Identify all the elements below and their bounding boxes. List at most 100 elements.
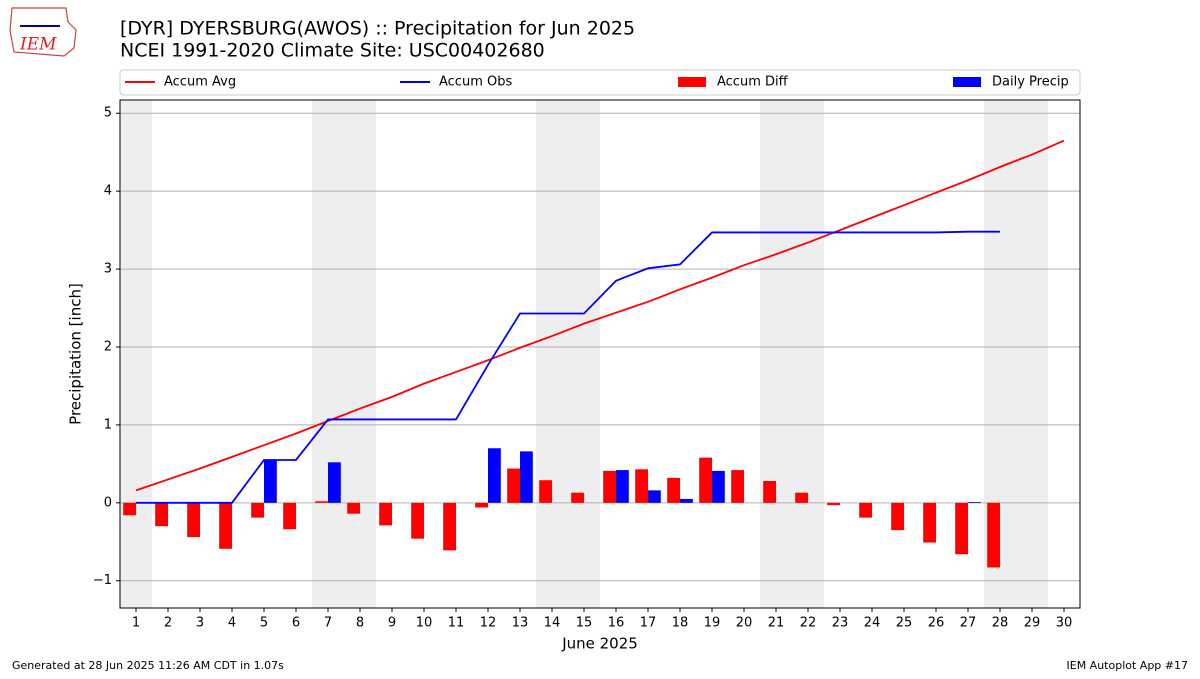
bar: [635, 469, 648, 503]
x-tick-label: 27: [960, 616, 977, 631]
legend-label: Daily Precip: [992, 75, 1069, 90]
x-tick-label: 9: [388, 616, 396, 631]
x-axis-label: June 2025: [561, 635, 638, 653]
x-tick-label: 3: [196, 616, 204, 631]
x-tick-label: 29: [1024, 616, 1041, 631]
weekend-shade: [344, 100, 376, 608]
x-tick-label: 13: [512, 616, 529, 631]
x-tick-label: 15: [576, 616, 593, 631]
x-tick-label: 24: [864, 616, 881, 631]
weekend-shade: [120, 100, 152, 608]
y-tick-label: 3: [104, 262, 112, 277]
x-tick-label: 1: [132, 616, 140, 631]
bar: [923, 502, 936, 543]
x-tick-label: 21: [768, 616, 785, 631]
y-tick-label: 5: [104, 106, 112, 121]
logo-text: IEM: [19, 35, 57, 55]
legend-swatch: [678, 77, 706, 87]
weekend-shade: [760, 100, 792, 608]
x-tick-label: 8: [356, 616, 364, 631]
line: [135, 139, 1065, 492]
logo: IEM: [9, 7, 77, 57]
bar: [827, 502, 840, 506]
bar: [648, 490, 661, 503]
bar: [520, 451, 533, 503]
bar: [283, 502, 296, 530]
bar: [539, 480, 552, 503]
y-tick-label: 4: [104, 184, 112, 199]
x-tick-label: 16: [608, 616, 625, 631]
x-tick-label: 28: [992, 616, 1009, 631]
weekend-shade: [312, 100, 344, 608]
bar: [379, 502, 392, 526]
x-tick-label: 5: [260, 616, 268, 631]
weekend-shade: [1016, 100, 1048, 608]
weekend-shade: [536, 100, 568, 608]
bar: [264, 459, 277, 503]
bar: [488, 448, 501, 503]
legend-swatch: [953, 77, 981, 87]
weekend-shade: [568, 100, 600, 608]
y-tick-label: 1: [104, 417, 112, 432]
x-tick-label: 25: [896, 616, 913, 631]
y-tick-label: 2: [104, 339, 112, 354]
legend-label: Accum Avg: [164, 75, 236, 90]
footer-right: IEM Autoplot App #17: [1067, 659, 1189, 672]
weekend-shade: [792, 100, 824, 608]
bar: [347, 502, 360, 514]
x-tick-label: 2: [164, 616, 172, 631]
bar: [667, 477, 680, 503]
bar: [571, 492, 584, 503]
bar: [315, 501, 328, 503]
x-tick-label: 22: [800, 616, 817, 631]
bar: [443, 502, 456, 551]
legend-box: [119, 69, 1081, 96]
bar: [891, 502, 904, 531]
bar: [616, 470, 629, 503]
bar: [328, 462, 341, 503]
x-tick-label: 12: [480, 616, 497, 631]
bar: [987, 502, 1000, 568]
chart-subtitle: NCEI 1991-2020 Climate Site: USC00402680: [120, 40, 545, 62]
bar: [155, 502, 168, 527]
bar: [123, 502, 136, 516]
legend-label: Accum Obs: [439, 75, 512, 90]
x-tick-label: 20: [736, 616, 753, 631]
x-tick-label: 6: [292, 616, 300, 631]
x-tick-label: 11: [448, 616, 465, 631]
bar: [763, 481, 776, 503]
x-tick-label: 14: [544, 616, 561, 631]
bar: [251, 502, 264, 518]
x-tick-label: 30: [1056, 616, 1073, 631]
x-tick-label: 19: [704, 616, 721, 631]
y-tick-label: 0: [104, 495, 112, 510]
bar: [187, 502, 200, 538]
bar: [731, 470, 744, 503]
bar: [680, 498, 693, 503]
x-tick-label: 23: [832, 616, 849, 631]
bar: [712, 470, 725, 503]
bar: [795, 492, 808, 503]
y-tick-label: −1: [93, 573, 112, 588]
x-tick-label: 18: [672, 616, 689, 631]
bar: [955, 502, 968, 555]
x-tick-label: 4: [228, 616, 236, 631]
bar: [859, 502, 872, 518]
bar: [507, 468, 520, 503]
x-tick-label: 7: [324, 616, 332, 631]
bar: [475, 502, 488, 508]
x-tick-label: 26: [928, 616, 945, 631]
bar: [699, 457, 712, 503]
bar: [411, 502, 424, 539]
footer-left: Generated at 28 Jun 2025 11:26 AM CDT in…: [12, 659, 284, 672]
bar: [219, 502, 232, 549]
chart-title: [DYR] DYERSBURG(AWOS) :: Precipitation f…: [120, 18, 635, 40]
legend-label: Accum Diff: [717, 75, 789, 90]
line: [136, 230, 1000, 504]
bar: [603, 470, 616, 503]
x-tick-label: 10: [416, 616, 433, 631]
x-tick-label: 17: [640, 616, 657, 631]
plot-frame: [119, 99, 1081, 609]
y-axis-label: Precipitation [inch]: [67, 283, 85, 425]
